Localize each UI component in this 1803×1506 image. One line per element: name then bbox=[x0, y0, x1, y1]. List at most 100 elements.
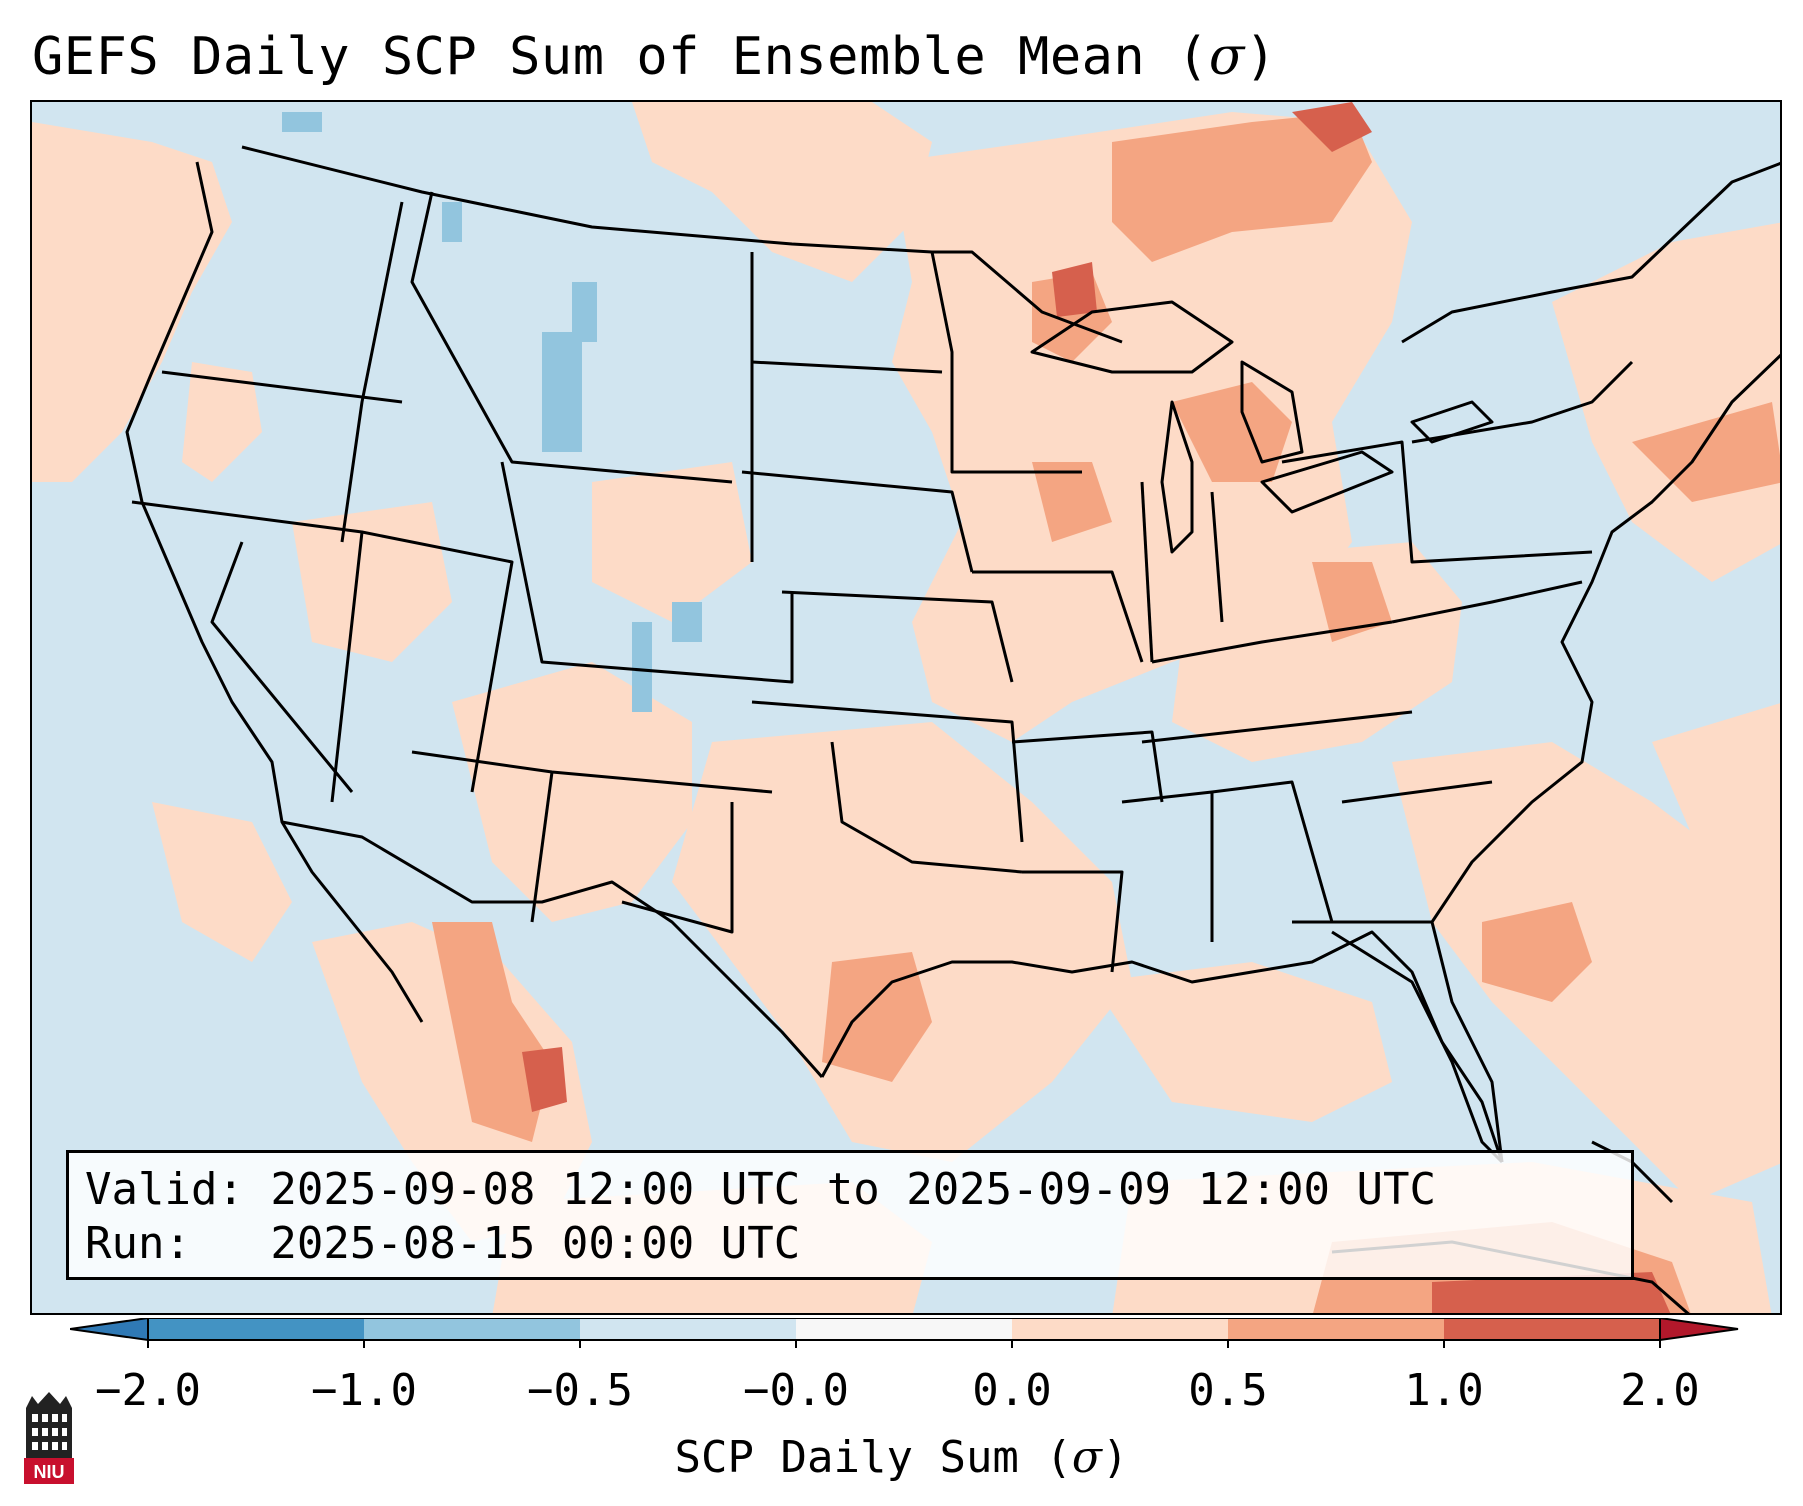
colorbar-tick-label: −2.0 bbox=[95, 1365, 201, 1416]
patch-montana-blue bbox=[572, 282, 597, 342]
anomaly-negative bbox=[282, 112, 702, 712]
colorbar-axis-label: SCP Daily Sum (σ) bbox=[0, 1428, 1803, 1488]
state-line-nm-tx bbox=[621, 802, 734, 934]
colorbar-bin-7 bbox=[1444, 1318, 1660, 1340]
validity-info-box: Valid: 2025-09-08 12:00 UTC to 2025-09-0… bbox=[66, 1150, 1634, 1280]
anomaly-strong-positive bbox=[522, 102, 1671, 1313]
logo-windows bbox=[32, 1414, 67, 1450]
cbar-label-text: SCP Daily Sum ( bbox=[674, 1432, 1072, 1483]
state-line-ia-mo bbox=[972, 570, 1144, 663]
state-line-va bbox=[1391, 580, 1583, 624]
state-line-wy-co bbox=[500, 461, 794, 684]
patch-midwest bbox=[1032, 462, 1112, 542]
patch-southwest bbox=[452, 662, 692, 922]
title-text: GEFS Daily SCP Sum of Ensemble Mean ( bbox=[32, 27, 1209, 87]
colorbar-bin-2 bbox=[364, 1318, 580, 1340]
patch-wyoming-blue bbox=[542, 332, 582, 452]
colorbar-bin-4 bbox=[796, 1318, 1012, 1340]
patch-texas-strong bbox=[822, 952, 932, 1082]
east-coast bbox=[1430, 353, 1780, 1163]
patch-west-coast bbox=[182, 362, 262, 482]
run-line: Run: 2025-08-15 00:00 UTC bbox=[85, 1218, 801, 1269]
patch-ontario-strong bbox=[1112, 112, 1372, 262]
lake-erie bbox=[1260, 450, 1394, 514]
patch-mexico-strong bbox=[432, 922, 552, 1142]
patch-ohio bbox=[1312, 562, 1392, 642]
patch-texas bbox=[672, 722, 1132, 1162]
state-line-nd-sd bbox=[751, 360, 943, 374]
state-line-ky bbox=[1151, 620, 1393, 664]
map-panel bbox=[30, 100, 1782, 1315]
state-line-mt-wy bbox=[410, 191, 733, 484]
patch-southeast bbox=[1392, 742, 1780, 1202]
state-line-mo-ar bbox=[1011, 730, 1164, 803]
state-line-il-in bbox=[1140, 481, 1154, 663]
patch-mexico-red bbox=[522, 1047, 567, 1112]
patch-michigan bbox=[1172, 382, 1292, 482]
state-line-sd-ne bbox=[741, 470, 974, 573]
colorbar-tick-label: −0.5 bbox=[527, 1365, 633, 1416]
west-coast bbox=[125, 161, 424, 1023]
patch-caribbean-red bbox=[1432, 1272, 1671, 1313]
state-line-ny bbox=[1411, 360, 1634, 444]
us-mexico-border bbox=[281, 820, 824, 1078]
state-line-az-nm bbox=[530, 771, 554, 923]
chart-title: GEFS Daily SCP Sum of Ensemble Mean (σ) bbox=[32, 22, 1277, 92]
patch-hudson bbox=[1292, 102, 1372, 152]
patch-idaho-blue bbox=[442, 202, 462, 242]
valid-line: Valid: 2025-09-08 12:00 UTC to 2025-09-0… bbox=[85, 1164, 1437, 1215]
colorbar-bin-6 bbox=[1228, 1318, 1444, 1340]
title-suffix: ) bbox=[1244, 27, 1277, 87]
patch-atlantic-se bbox=[1482, 902, 1592, 1002]
colorbar-tick-label: −0.0 bbox=[743, 1365, 849, 1416]
lake-superior bbox=[1030, 300, 1234, 374]
us-canada-border bbox=[241, 145, 1123, 344]
state-line-ks-ok bbox=[751, 700, 1024, 843]
niu-logo: NIU bbox=[24, 1392, 74, 1484]
patch-atlantic bbox=[1652, 703, 1780, 882]
colorbar-ticks bbox=[147, 1340, 1661, 1348]
florida bbox=[1331, 930, 1504, 1164]
logo-tower-roof bbox=[26, 1392, 72, 1408]
colorbar-tick-label: −1.0 bbox=[311, 1365, 417, 1416]
colorbar bbox=[70, 1318, 1739, 1348]
patch-colorado-blue bbox=[632, 622, 652, 712]
colorbar-tick-label: 0.5 bbox=[1188, 1365, 1268, 1416]
colorbar-bin-3 bbox=[580, 1318, 796, 1340]
state-line-ar-la bbox=[1022, 870, 1124, 973]
patch-canada-blue bbox=[282, 112, 322, 132]
state-line-id bbox=[340, 201, 404, 543]
state-line-nc-sc bbox=[1341, 780, 1493, 804]
patch-wisc-red bbox=[1052, 262, 1097, 317]
patch-north-central bbox=[632, 102, 932, 282]
lake-ontario bbox=[1410, 400, 1494, 444]
state-line-nv-ut bbox=[361, 530, 514, 793]
colorbar-tick-label: 1.0 bbox=[1404, 1365, 1484, 1416]
lake-huron bbox=[1240, 360, 1304, 464]
patch-gulf bbox=[1092, 962, 1392, 1122]
colorbar-bin-5 bbox=[1012, 1318, 1228, 1340]
colorbar-bin-1 bbox=[148, 1318, 364, 1340]
lake-michigan bbox=[1160, 400, 1194, 554]
state-line-ca-nv bbox=[210, 541, 354, 793]
state-line-oh-pa bbox=[1281, 440, 1593, 564]
colorbar-outline bbox=[147, 1318, 1661, 1341]
state-line-in-oh bbox=[1210, 491, 1224, 623]
logo-banner bbox=[24, 1458, 74, 1484]
patch-nm-blue bbox=[672, 602, 702, 642]
logo-text: NIU bbox=[34, 1462, 65, 1482]
canada-border-east bbox=[1401, 161, 1780, 344]
state-line-mn bbox=[930, 251, 1082, 474]
patch-ne-atlantic bbox=[1632, 402, 1780, 502]
colorbar-tick-label: 0.0 bbox=[972, 1365, 1052, 1416]
colorbar-tick-label: 2.0 bbox=[1620, 1365, 1700, 1416]
patch-baja bbox=[152, 802, 292, 962]
map-svg bbox=[32, 102, 1780, 1313]
patch-rockies bbox=[592, 462, 752, 622]
state-line-tn bbox=[1141, 710, 1413, 744]
patch-pacific-nw bbox=[32, 122, 232, 482]
colorbar-extend-high bbox=[1659, 1318, 1739, 1342]
state-line-ne-ks bbox=[781, 590, 1014, 683]
cbar-label-suffix: ) bbox=[1101, 1432, 1129, 1483]
colorbar-extend-low bbox=[70, 1318, 149, 1342]
